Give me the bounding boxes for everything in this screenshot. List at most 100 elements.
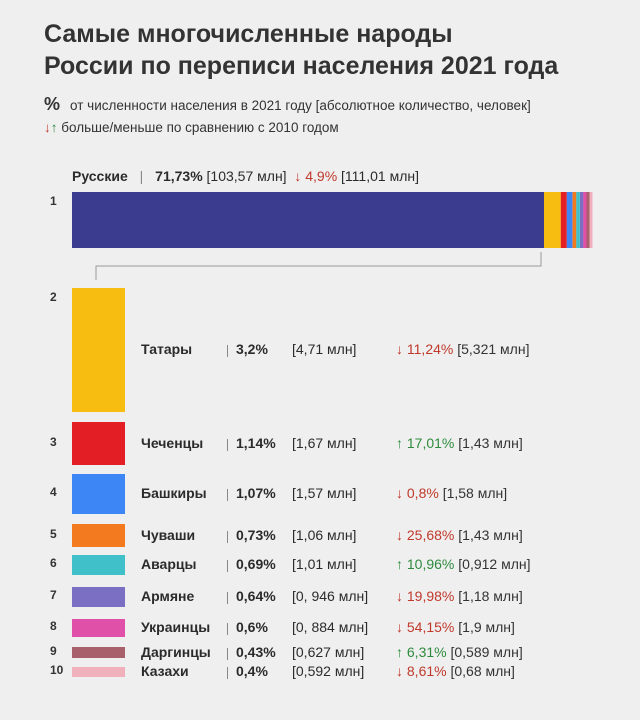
row-change-value: 25,68% xyxy=(406,526,455,543)
row-abs: [4,71 млн] xyxy=(292,341,357,357)
row-prev: [1,9 млн] xyxy=(458,619,515,635)
separator xyxy=(227,530,228,543)
bar-10 xyxy=(72,667,125,677)
chart-title: Самые многочисленные народы России по пе… xyxy=(44,18,624,82)
row-pct: 0,43% xyxy=(236,643,276,660)
row-pct: 0,6% xyxy=(236,619,268,635)
separator xyxy=(227,623,228,635)
row-abs: [0,592 млн] xyxy=(292,663,365,679)
row-name: Армяне xyxy=(141,588,195,604)
stack-segment-10 xyxy=(589,192,593,248)
separator xyxy=(227,438,228,451)
row-name: Украинцы xyxy=(141,619,211,635)
row-name: Башкиры xyxy=(141,485,207,501)
row-change: ↓ 25,68% [1,43 млн] xyxy=(396,527,523,543)
row-change-value: 0,8% xyxy=(406,485,439,501)
row-pct: 0,73% xyxy=(236,526,276,543)
stack-segment-3 xyxy=(560,192,567,248)
stack-segment-7 xyxy=(580,192,584,248)
bar-7 xyxy=(72,587,125,607)
row-change-value: 11,24% xyxy=(406,341,454,357)
row-abs: [0,627 млн] xyxy=(292,643,365,660)
rank-number: 9 xyxy=(50,643,57,658)
row-change: ↓ 0,8% [1,58 млн] xyxy=(396,485,507,501)
row-arrow: ↓ xyxy=(396,588,403,604)
title-line-2: России по переписи населения 2021 года xyxy=(44,52,559,80)
stack-segment-6 xyxy=(576,192,580,248)
separator xyxy=(227,560,228,572)
separator xyxy=(227,592,228,604)
stack-segment-4 xyxy=(566,192,573,248)
row-label-russians: Русские | 71,73% [103,57 млн] ↓ 4,9% [11… xyxy=(72,168,419,184)
row-arrow: ↓ xyxy=(396,485,403,501)
row-prev: [1,18 млн] xyxy=(458,588,523,604)
rank-1: 1 xyxy=(50,194,57,208)
row-arrow: ↑ xyxy=(396,643,403,660)
row-name: Чеченцы xyxy=(141,434,204,451)
row-abs: [1,67 млн] xyxy=(292,434,357,451)
row-abs: [1,06 млн] xyxy=(292,526,357,543)
percent-symbol: % xyxy=(44,94,61,114)
row-change: 4,9% xyxy=(305,168,338,184)
row-pct: 1,14% xyxy=(236,434,276,451)
row-change: ↑ 6,31% [0,589 млн] xyxy=(396,644,523,660)
rank-number: 3 xyxy=(50,434,57,449)
row-prev: [1,58 млн] xyxy=(442,485,508,501)
legend-arrows-text: больше/меньше по сравнению с 2010 годом xyxy=(61,120,339,135)
rank-number: 6 xyxy=(50,556,57,570)
row-prev: [1,43 млн] xyxy=(458,526,523,543)
row-change: ↑ 17,01% [1,43 млн] xyxy=(396,435,523,451)
row-change: ↓ 19,98% [1,18 млн] xyxy=(396,588,523,604)
rank-number: 4 xyxy=(50,485,57,499)
arrows-symbol: ↓↑ xyxy=(44,120,58,135)
row-name: Даргинцы xyxy=(141,643,211,660)
row-arrow: ↑ xyxy=(396,556,403,572)
bar-6 xyxy=(72,555,125,575)
legend-percent-text: от численности населения в 2021 году [аб… xyxy=(70,98,531,113)
row-change-value: 19,98% xyxy=(406,588,455,604)
row-arrow: ↓ xyxy=(396,663,403,679)
stack-segment-2 xyxy=(544,192,561,248)
row-prev: [0,68 млн] xyxy=(450,663,515,679)
separator xyxy=(227,489,228,501)
row-pct: 1,07% xyxy=(236,485,276,501)
stack-segment-1 xyxy=(72,192,544,248)
row-abs: [1,01 млн] xyxy=(292,556,357,572)
row-pct: 0,64% xyxy=(236,588,276,604)
row-abs: [1,57 млн] xyxy=(292,485,357,501)
row-prev: [5,321 млн] xyxy=(457,341,530,357)
row-change-value: 17,01% xyxy=(406,434,455,451)
bar-5 xyxy=(72,524,125,547)
bar-3 xyxy=(72,422,125,465)
separator xyxy=(227,667,228,679)
separator xyxy=(227,345,228,357)
row-arrow: ↑ xyxy=(396,434,403,451)
row-change: ↑ 10,96% [0,912 млн] xyxy=(396,556,531,572)
row-prev: [0,912 млн] xyxy=(458,556,531,572)
rank-number: 5 xyxy=(50,526,57,541)
bar-2 xyxy=(72,288,125,412)
row-pct: 0,4% xyxy=(236,663,268,679)
bracket-connector xyxy=(95,252,542,280)
stack-segment-9 xyxy=(586,192,590,248)
legend-arrows: ↓↑ больше/меньше по сравнению с 2010 год… xyxy=(44,120,339,135)
row-change: ↓ 11,24% [5,321 млн] xyxy=(396,341,529,357)
bar-8 xyxy=(72,619,125,637)
rank-number: 7 xyxy=(50,588,57,602)
row-change: ↓ 54,15% [1,9 млн] xyxy=(396,619,515,635)
row-abs: [103,57 млн] xyxy=(206,168,287,184)
row-name: Русские xyxy=(72,168,128,184)
stack-segment-8 xyxy=(583,192,587,248)
stack-segment-5 xyxy=(572,192,577,248)
row-name: Чуваши xyxy=(141,526,196,543)
bar-9 xyxy=(72,647,125,658)
row-change-value: 6,31% xyxy=(406,643,447,660)
row-pct: 3,2% xyxy=(236,341,268,357)
rank-number: 10 xyxy=(50,663,64,677)
bar-4 xyxy=(72,474,125,514)
row-name: Аварцы xyxy=(141,556,197,572)
legend-percent: % от численности населения в 2021 году [а… xyxy=(44,94,531,115)
row-name: Казахи xyxy=(141,663,189,679)
row-change: ↓ 8,61% [0,68 млн] xyxy=(396,663,515,679)
separator xyxy=(227,647,228,660)
